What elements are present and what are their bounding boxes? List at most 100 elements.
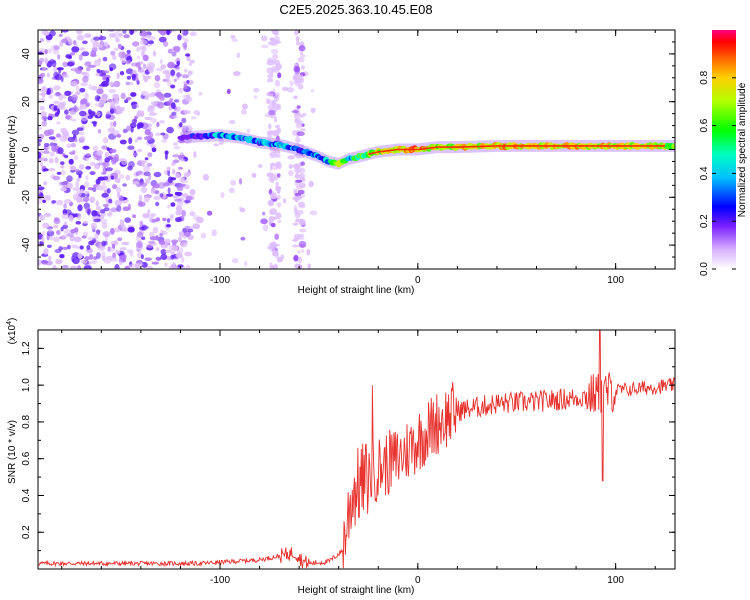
noise-speckle <box>102 70 110 74</box>
noise-speckle <box>108 33 116 38</box>
noise-speckle <box>158 36 167 43</box>
noise-speckle <box>96 88 104 95</box>
noise-speckle <box>103 207 110 212</box>
noise-speckle <box>172 45 181 52</box>
noise-speckle <box>148 173 152 180</box>
noise-speckle <box>307 263 312 269</box>
noise-speckle <box>169 97 174 103</box>
noise-speckle <box>75 221 82 225</box>
noise-speckle <box>142 63 147 69</box>
noise-speckle <box>166 166 171 171</box>
noise-speckle <box>112 243 116 249</box>
noise-speckle <box>122 30 127 34</box>
noise-speckle <box>293 62 300 67</box>
noise-speckle <box>292 244 299 248</box>
noise-speckle <box>170 84 176 89</box>
noise-speckle <box>65 115 71 120</box>
chart-title: C2E5.2025.363.10.45.E08 <box>279 2 432 17</box>
noise-speckle <box>84 92 89 100</box>
noise-speckle <box>119 71 125 76</box>
noise-speckle <box>103 41 109 48</box>
noise-speckle <box>57 108 60 115</box>
noise-speckle <box>112 93 120 100</box>
noise-speckle <box>152 50 156 57</box>
noise-speckle <box>293 95 298 100</box>
noise-speckle <box>93 59 101 67</box>
noise-speckle <box>274 129 280 136</box>
noise-speckle <box>61 234 68 239</box>
noise-speckle <box>189 211 196 217</box>
noise-speckle <box>171 111 177 116</box>
x-tick-label: 100 <box>607 275 624 286</box>
noise-speckle <box>92 187 97 193</box>
noise-speckle <box>62 246 68 250</box>
noise-speckle <box>260 218 268 225</box>
noise-speckle <box>156 256 160 262</box>
noise-speckle <box>62 73 69 79</box>
noise-speckle <box>61 213 70 220</box>
noise-speckle <box>58 246 63 251</box>
noise-speckle <box>165 71 171 79</box>
noise-speckle <box>43 181 48 186</box>
noise-speckle <box>85 102 91 107</box>
noise-speckle <box>286 87 295 93</box>
noise-speckle <box>131 73 137 81</box>
noise-speckle <box>83 190 90 195</box>
noise-speckle <box>91 85 98 91</box>
noise-speckle <box>164 262 168 267</box>
noise-speckle <box>157 30 164 34</box>
noise-speckle <box>260 44 269 49</box>
noise-speckle <box>121 241 130 246</box>
noise-speckle <box>310 107 316 114</box>
noise-speckle <box>128 161 135 168</box>
noise-speckle <box>88 64 96 68</box>
noise-speckle <box>114 98 120 105</box>
noise-speckle <box>153 195 161 201</box>
x-tick-label: 0 <box>415 575 421 586</box>
noise-speckle <box>295 179 303 183</box>
noise-speckle <box>198 91 203 96</box>
noise-speckle <box>183 110 191 115</box>
noise-speckle <box>150 101 157 106</box>
noise-speckle <box>297 83 304 90</box>
noise-speckle <box>102 180 106 186</box>
noise-speckle <box>141 91 149 96</box>
noise-speckle <box>53 71 60 79</box>
noise-speckle <box>172 168 176 175</box>
noise-speckle <box>272 243 280 247</box>
noise-speckle <box>136 55 141 60</box>
y-tick-label: 0.4 <box>21 488 32 502</box>
noise-speckle <box>228 187 235 194</box>
noise-speckle <box>297 256 303 264</box>
noise-speckle <box>166 30 171 36</box>
noise-speckle <box>115 177 121 184</box>
noise-speckle <box>43 129 52 137</box>
spectrogram-ylabel: Frequency (Hz) <box>7 116 18 185</box>
ridge-core-line <box>368 145 666 156</box>
noise-speckle <box>131 103 137 110</box>
noise-speckle <box>266 59 275 66</box>
noise-speckle <box>70 118 77 122</box>
y-tick-label: 20 <box>21 96 32 108</box>
noise-speckle <box>179 122 183 128</box>
noise-speckle <box>58 181 62 187</box>
noise-speckle <box>118 43 122 50</box>
noise-speckle <box>144 116 152 121</box>
noise-speckle <box>173 78 177 83</box>
y-tick-label: 1.0 <box>21 378 32 392</box>
noise-speckle <box>41 120 47 127</box>
noise-speckle <box>296 131 305 136</box>
noise-speckle <box>294 174 302 180</box>
noise-speckle <box>230 179 237 186</box>
noise-speckle <box>298 218 304 224</box>
noise-speckle <box>176 76 180 80</box>
noise-speckle <box>275 181 280 187</box>
noise-speckle <box>139 182 148 187</box>
noise-speckle <box>266 78 274 83</box>
noise-speckle <box>166 126 174 134</box>
noise-speckle <box>41 231 46 236</box>
noise-speckle <box>172 159 180 164</box>
noise-speckle <box>269 163 273 168</box>
noise-speckle <box>115 186 122 194</box>
noise-speckle <box>80 71 88 76</box>
